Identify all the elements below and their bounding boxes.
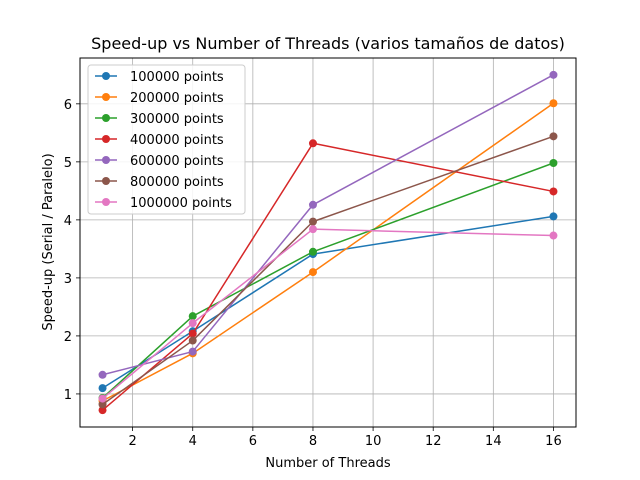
x-tick-label: 10 [365, 434, 382, 449]
data-point [549, 212, 558, 221]
data-point [188, 336, 197, 345]
data-point [308, 268, 317, 277]
data-point [188, 347, 197, 356]
data-point [308, 217, 317, 226]
legend-label: 100000 points [130, 70, 224, 85]
y-tick-label: 2 [64, 330, 72, 345]
x-tick-label: 8 [309, 434, 317, 449]
legend-swatch-marker [102, 156, 110, 164]
y-tick-label: 4 [64, 214, 72, 229]
series-line [102, 102, 554, 402]
series-4 [98, 70, 558, 379]
legend-items: 100000 points 200000 points 300000 points 4… [95, 70, 232, 211]
legend-label: 300000 points [130, 112, 224, 127]
legend-swatch-marker [102, 93, 110, 101]
x-tick-label: 6 [249, 434, 257, 449]
plot-frame [79, 57, 577, 428]
legend-swatch-marker [102, 177, 110, 185]
y-tick-label: 6 [64, 98, 72, 113]
legend-label: 1000000 points [130, 196, 232, 211]
x-axis-label: Number of Threads [265, 456, 390, 471]
x-tick-label: 2 [128, 434, 136, 449]
y-tick-label: 3 [64, 272, 72, 287]
legend-swatch-marker [102, 198, 110, 206]
data-point [549, 159, 558, 168]
legend-item: 100000 points [95, 70, 224, 85]
legend-swatch-marker [102, 135, 110, 143]
data-point [98, 384, 107, 393]
data-point [188, 329, 197, 338]
chart-title: Speed-up vs Number of Threads (varios ta… [91, 34, 565, 53]
series-6 [98, 225, 558, 403]
data-point [98, 394, 107, 403]
data-point [308, 200, 317, 209]
data-point [549, 231, 558, 240]
legend-label: 800000 points [130, 175, 224, 190]
legend-item: 400000 points [95, 133, 224, 148]
series-layer [98, 70, 558, 415]
legend-item: 200000 points [95, 91, 224, 106]
data-point [549, 70, 558, 79]
series-line [102, 74, 554, 376]
legend-swatch-marker [102, 114, 110, 122]
series-line [102, 228, 554, 400]
data-point [188, 312, 197, 321]
series-5 [98, 132, 558, 409]
legend-item: 300000 points [95, 112, 224, 127]
legend-box [87, 64, 246, 215]
grid [80, 58, 576, 427]
data-point [308, 247, 317, 256]
legend-swatch-marker [102, 72, 110, 80]
legend-label: 600000 points [130, 154, 224, 169]
data-point [188, 319, 197, 328]
legend-label: 200000 points [130, 91, 224, 106]
data-point [98, 400, 107, 409]
x-tick-label: 4 [189, 434, 197, 449]
series-line [102, 215, 554, 389]
series-line [102, 162, 554, 399]
x-tick-label: 16 [545, 434, 562, 449]
x-tick-label: 14 [485, 434, 502, 449]
y-axis-label: Speed-up (Serial / Paralelo) [41, 153, 56, 330]
y-tick-label: 1 [64, 388, 72, 403]
legend: 100000 points 200000 points 300000 points 4… [87, 64, 246, 215]
legend-label: 400000 points [130, 133, 224, 148]
legend-item: 1000000 points [95, 196, 232, 211]
x-tick-label: 12 [425, 434, 442, 449]
legend-item: 800000 points [95, 175, 224, 190]
data-point [308, 139, 317, 148]
data-point [98, 370, 107, 379]
data-point [98, 406, 107, 415]
data-point [549, 99, 558, 108]
data-point [549, 187, 558, 196]
legend-item: 600000 points [95, 154, 224, 169]
data-point [308, 225, 317, 234]
y-tick-label: 5 [64, 156, 72, 171]
data-point [549, 132, 558, 141]
series-line [102, 135, 554, 405]
